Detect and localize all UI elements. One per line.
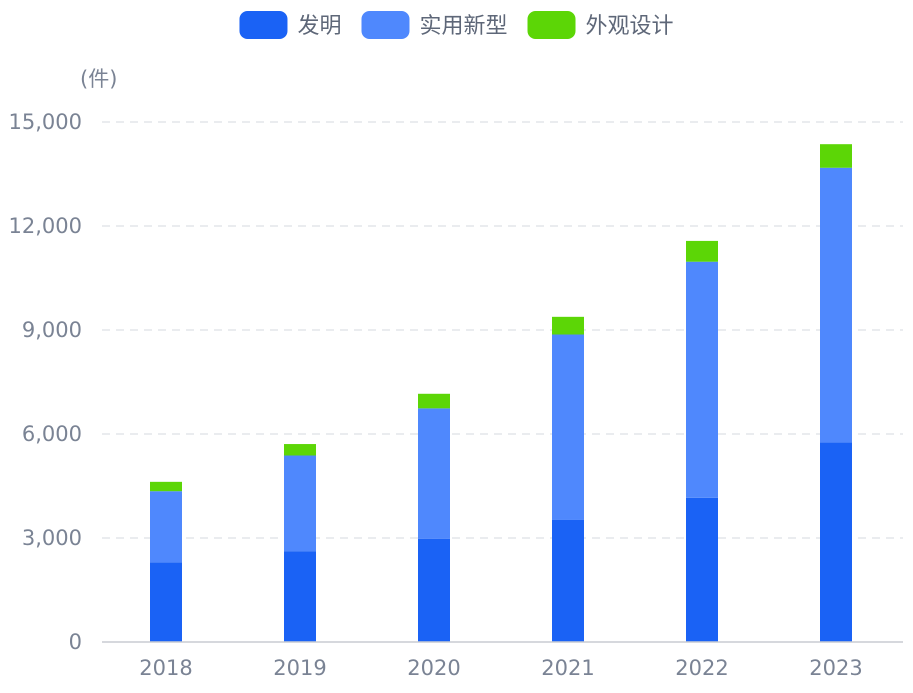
- bar-segment: [418, 538, 450, 642]
- bar-segment: [284, 551, 316, 642]
- bar-segment: [686, 497, 718, 642]
- y-tick-label: 6,000: [22, 422, 82, 446]
- legend-swatch: [527, 11, 576, 39]
- x-tick-label: 2022: [675, 656, 728, 680]
- bar-segment: [150, 491, 182, 563]
- y-tick-label: 15,000: [9, 110, 82, 134]
- bar-segment: [820, 442, 852, 642]
- bar-segment: [686, 240, 718, 262]
- bar-segment: [418, 393, 450, 409]
- y-tick-label: 9,000: [22, 318, 82, 342]
- legend: 发明 实用新型 外观设计: [239, 11, 674, 39]
- bar-segment: [150, 562, 182, 642]
- x-tick-label: 2021: [541, 656, 594, 680]
- bar-segment: [150, 481, 182, 492]
- legend-label: 实用新型: [419, 14, 507, 39]
- legend-label: 发明: [297, 14, 341, 39]
- y-tick-label: 0: [69, 630, 82, 654]
- bar-segment: [418, 408, 450, 539]
- bars: [150, 144, 852, 642]
- legend-swatch: [361, 11, 410, 39]
- x-tick-label: 2020: [407, 656, 460, 680]
- y-tick-label: 3,000: [22, 526, 82, 550]
- bar-segment: [820, 167, 852, 443]
- y-axis-ticks: 0 3,000 6,000 9,000 12,000 15,000: [9, 110, 82, 654]
- x-tick-label: 2018: [139, 656, 192, 680]
- bar-segment: [552, 316, 584, 335]
- bar-segment: [284, 444, 316, 456]
- legend-swatch: [239, 11, 288, 39]
- bar-segment: [686, 261, 718, 498]
- y-tick-label: 12,000: [9, 214, 82, 238]
- gridlines: [102, 121, 903, 539]
- x-tick-label: 2019: [273, 656, 326, 680]
- bar-segment: [284, 455, 316, 552]
- x-axis-ticks: 2018 2019 2020 2021 2022 2023: [139, 656, 862, 680]
- legend-label: 外观设计: [586, 14, 674, 39]
- x-tick-label: 2023: [809, 656, 862, 680]
- bar-segment: [552, 334, 584, 520]
- bar-segment: [820, 144, 852, 168]
- bar-segment: [552, 519, 584, 642]
- y-axis-unit-label: (件): [80, 67, 117, 91]
